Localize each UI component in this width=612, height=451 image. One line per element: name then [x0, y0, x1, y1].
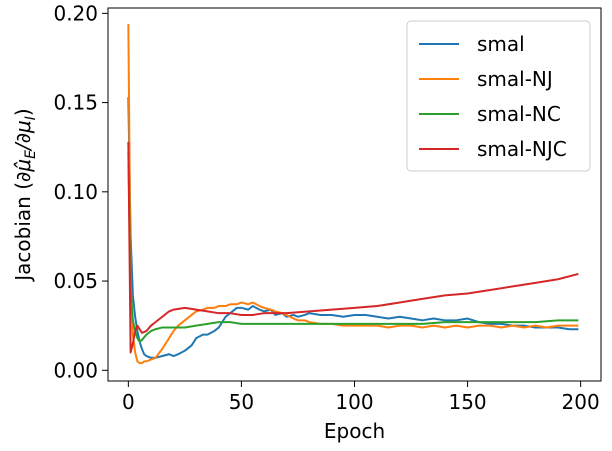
y-axis-label: Jacobian (∂μ̂E/∂μI) [11, 108, 39, 282]
x-tick-label: 100 [335, 390, 373, 414]
y-axis-label-mid: /∂μ [11, 120, 35, 152]
y-tick-label: 0.05 [53, 269, 98, 293]
series-line-smal-nj [127, 24, 579, 365]
y-tick-label: 0.10 [53, 180, 98, 204]
legend-label-smal-njc: smal-NJC [477, 137, 567, 161]
y-tick-label: 0.00 [53, 358, 98, 382]
series-line-smal-njc [127, 141, 579, 354]
series-lines [127, 24, 579, 365]
legend-box [406, 20, 591, 172]
legend-label-smal-nj: smal-NJ [477, 67, 553, 91]
series-line-smal-nc [127, 152, 579, 343]
legend-label-smal-nc: smal-NC [477, 102, 561, 126]
x-tick-label: 200 [562, 390, 600, 414]
x-tick-label: 50 [229, 390, 254, 414]
x-tick-label: 0 [122, 390, 135, 414]
y-axis-label-sub2: I [23, 116, 39, 120]
y-axis-label-prefix: Jacobian ( [11, 182, 35, 283]
legend-label-smal: smal [477, 32, 525, 56]
y-axis-ticks: 0.00 0.05 0.10 0.15 0.20 [53, 1, 108, 382]
x-axis-ticks: 0 50 100 150 200 [122, 381, 600, 414]
x-axis-label: Epoch [324, 419, 385, 443]
y-axis-label-math: ∂μ̂ [11, 159, 35, 182]
legend: smal smal-NJ smal-NC smal-NJC [406, 20, 591, 172]
y-tick-label: 0.20 [53, 1, 98, 25]
y-tick-label: 0.15 [53, 91, 98, 115]
y-axis-label-sub1: E [23, 150, 39, 159]
x-tick-label: 150 [448, 390, 486, 414]
y-axis-label-suffix: ) [11, 108, 35, 116]
